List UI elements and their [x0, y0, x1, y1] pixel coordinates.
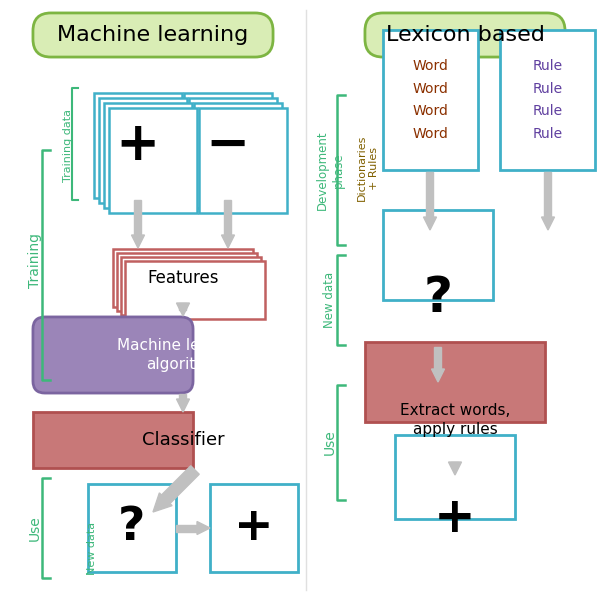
Text: Lexicon based: Lexicon based [386, 25, 545, 45]
Text: Use: Use [323, 430, 337, 455]
Bar [179, 394, 187, 399]
Text: +: + [434, 494, 476, 542]
Text: Machine learning
algorithm: Machine learning algorithm [118, 337, 248, 372]
Bar [117, 253, 257, 311]
Text: Dictionaries
+ Rules: Dictionaries + Rules [357, 135, 379, 201]
Polygon shape [132, 235, 144, 248]
Bar [125, 261, 265, 319]
Text: ?: ? [424, 274, 452, 322]
Bar [225, 200, 231, 235]
Polygon shape [542, 217, 554, 230]
Text: Features: Features [147, 269, 218, 287]
Text: +: + [116, 119, 160, 171]
Text: Training data: Training data [63, 108, 73, 182]
Polygon shape [222, 235, 234, 248]
Bar [113, 249, 253, 307]
Bar [88, 484, 176, 572]
Polygon shape [449, 462, 461, 475]
Text: Use: Use [28, 515, 42, 541]
Polygon shape [153, 493, 172, 512]
Bar [365, 342, 545, 422]
FancyBboxPatch shape [365, 13, 565, 57]
Text: ?: ? [118, 505, 146, 551]
Polygon shape [424, 217, 436, 230]
FancyBboxPatch shape [94, 92, 182, 197]
Bar [452, 462, 458, 464]
FancyBboxPatch shape [33, 13, 273, 57]
FancyBboxPatch shape [104, 103, 192, 207]
Text: −: − [206, 119, 250, 171]
Text: Rule
Rule
Rule
Rule: Rule Rule Rule Rule [533, 59, 563, 141]
FancyBboxPatch shape [199, 107, 287, 213]
Polygon shape [431, 369, 444, 382]
Text: New data: New data [87, 522, 97, 575]
Bar [500, 30, 595, 170]
Text: Development
phase: Development phase [316, 130, 345, 210]
Polygon shape [176, 399, 190, 412]
Bar [179, 303, 187, 310]
FancyBboxPatch shape [109, 107, 197, 213]
Bar [383, 210, 493, 300]
Polygon shape [176, 303, 190, 316]
Text: New data: New data [324, 272, 337, 328]
Text: Training: Training [28, 232, 42, 287]
Text: Word
Word
Word
Word: Word Word Word Word [412, 59, 448, 141]
FancyBboxPatch shape [194, 103, 282, 207]
Bar [395, 435, 515, 519]
Bar [427, 172, 433, 217]
Bar [33, 412, 193, 468]
Bar [435, 347, 441, 369]
Text: Machine learning: Machine learning [58, 25, 248, 45]
Bar [383, 30, 478, 170]
Polygon shape [162, 465, 200, 504]
Bar [135, 200, 141, 235]
Text: Extract words,
apply rules: Extract words, apply rules [400, 403, 510, 437]
Bar [210, 484, 298, 572]
FancyBboxPatch shape [99, 98, 187, 203]
Bar [121, 257, 261, 315]
FancyBboxPatch shape [189, 98, 277, 203]
Text: Classifier: Classifier [142, 431, 225, 449]
Polygon shape [197, 522, 210, 535]
Text: +: + [234, 505, 274, 551]
Bar [545, 172, 551, 217]
FancyBboxPatch shape [33, 317, 193, 393]
FancyBboxPatch shape [184, 92, 272, 197]
Bar [176, 524, 197, 532]
